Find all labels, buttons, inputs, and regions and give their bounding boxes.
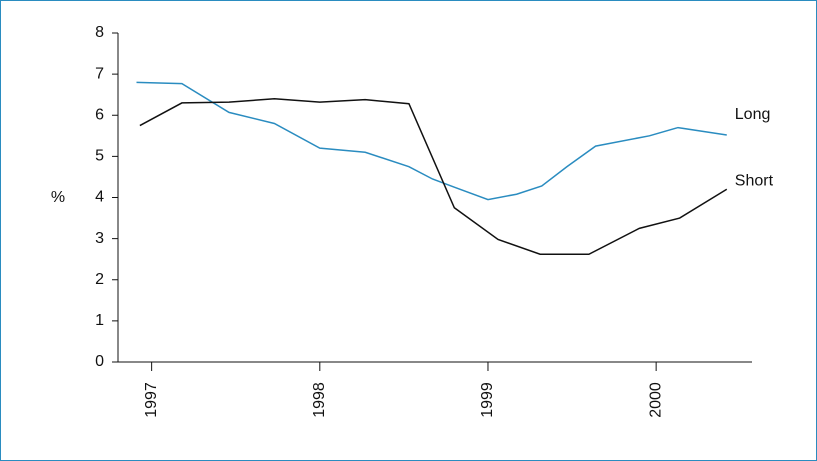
y-tick-label: 6 (95, 106, 104, 123)
series-label: Short (735, 172, 774, 189)
y-tick-label: 2 (95, 271, 104, 288)
x-tick-label: 1998 (311, 382, 328, 418)
series-line (136, 81, 727, 201)
series-line (139, 98, 728, 256)
series-label: Long (735, 106, 771, 123)
y-tick-label: 3 (95, 230, 104, 247)
y-tick-label: 1 (95, 312, 104, 329)
y-tick-label: 4 (95, 189, 104, 206)
x-tick-label: 1997 (143, 382, 160, 418)
y-tick-label: 8 (95, 24, 104, 41)
y-axis-label: % (51, 189, 65, 206)
y-tick-label: 0 (95, 353, 104, 370)
y-tick-label: 5 (95, 148, 104, 165)
x-tick-label: 2000 (647, 382, 664, 418)
y-tick-label: 7 (95, 65, 104, 82)
x-tick-label: 1999 (479, 382, 496, 418)
